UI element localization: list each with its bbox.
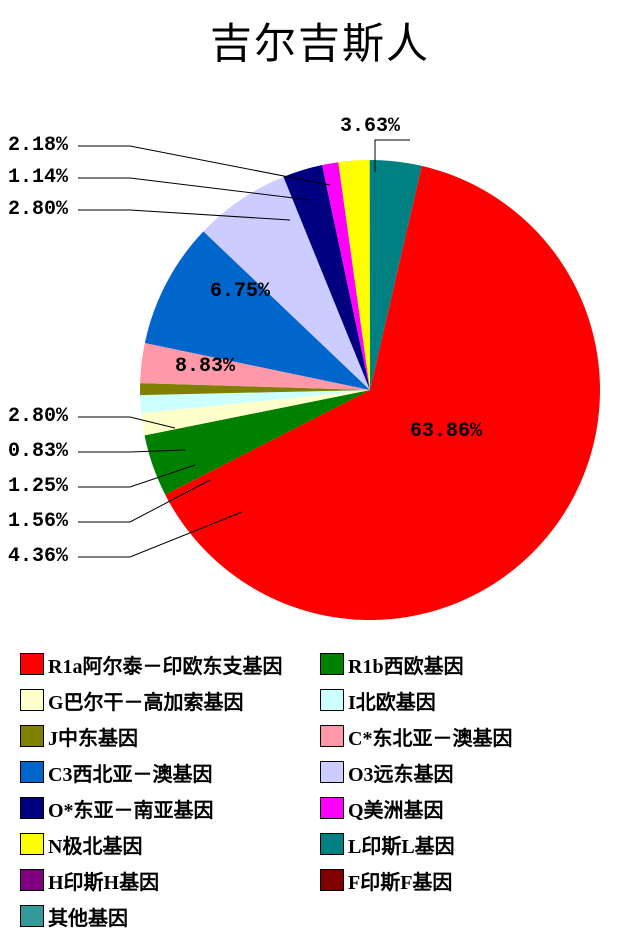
legend-label: R1b西欧基因 (348, 650, 464, 679)
legend-item: O3远东基因 (320, 758, 620, 787)
legend-item: H印斯H基因 (20, 866, 320, 895)
legend-item: O*东亚－南亚基因 (20, 794, 320, 823)
legend-item: R1a阿尔泰－印欧东支基因 (20, 650, 320, 679)
legend-label: O3远东基因 (348, 758, 454, 787)
legend-item: J中东基因 (20, 722, 320, 751)
slice-label: 2.18% (8, 134, 68, 157)
legend-label: H印斯H基因 (48, 866, 159, 895)
legend-swatch (20, 653, 44, 675)
slice-label: 8.83% (175, 355, 235, 378)
legend-swatch (320, 761, 344, 783)
legend-swatch (320, 797, 344, 819)
legend-label: J中东基因 (48, 722, 138, 751)
legend-swatch (20, 725, 44, 747)
legend-row: J中东基因 C*东北亚－澳基因 (20, 722, 620, 750)
legend-label: I北欧基因 (348, 686, 436, 715)
legend-label: O*东亚－南亚基因 (48, 794, 214, 823)
legend-item: 其他基因 (20, 902, 320, 931)
slice-label: 1.56% (8, 510, 68, 533)
legend-item: G巴尔干－高加索基因 (20, 686, 320, 715)
legend-row: O*东亚－南亚基因 Q美洲基因 (20, 794, 620, 822)
legend-swatch (320, 653, 344, 675)
slice-label: 6.75% (210, 280, 270, 303)
legend-swatch (20, 689, 44, 711)
legend-row: H印斯H基因 F印斯F基因 (20, 866, 620, 894)
legend-item: I北欧基因 (320, 686, 620, 715)
legend-row: N极北基因 L印斯L基因 (20, 830, 620, 858)
slice-label: 63.86% (410, 420, 482, 443)
slice-label: 3.63% (340, 115, 400, 138)
legend-row: 其他基因 (20, 902, 620, 930)
legend-label: Q美洲基因 (348, 794, 444, 823)
pie-chart: 63.86% 4.36% 1.56% 1.25% 0.83% 2.80% 8.83% 6.75… (0, 60, 640, 640)
legend-swatch (320, 689, 344, 711)
legend-label: G巴尔干－高加索基因 (48, 686, 244, 715)
legend-row: G巴尔干－高加索基因 I北欧基因 (20, 686, 620, 714)
slice-label: 2.80% (8, 405, 68, 428)
legend-swatch (20, 761, 44, 783)
legend-item: C*东北亚－澳基因 (320, 722, 620, 751)
legend-item: N极北基因 (20, 830, 320, 859)
slice-label: 4.36% (8, 545, 68, 568)
chart-container: 吉尔吉斯人 63.86%4.36%1.56%1.25%0.83%2.80%8.8… (0, 0, 640, 921)
legend-row: C3西北亚－澳基因 O3远东基因 (20, 758, 620, 786)
legend-swatch (20, 833, 44, 855)
legend-label: C3西北亚－澳基因 (48, 758, 212, 787)
legend-label: L印斯L基因 (348, 830, 455, 859)
legend-swatch (20, 869, 44, 891)
legend-row: R1a阿尔泰－印欧东支基因 R1b西欧基因 (20, 650, 620, 678)
legend-label: N极北基因 (48, 830, 142, 859)
legend-swatch (20, 797, 44, 819)
legend-item: C3西北亚－澳基因 (20, 758, 320, 787)
slice-label: 1.25% (8, 475, 68, 498)
legend-swatch (320, 833, 344, 855)
legend-swatch (320, 869, 344, 891)
slice-label: 2.80% (8, 198, 68, 221)
legend: R1a阿尔泰－印欧东支基因 R1b西欧基因 G巴尔干－高加索基因 I北欧基因 J中东基因… (20, 650, 620, 938)
legend-item: Q美洲基因 (320, 794, 620, 823)
legend-item: L印斯L基因 (320, 830, 620, 859)
legend-item: F印斯F基因 (320, 866, 620, 895)
legend-item: R1b西欧基因 (320, 650, 620, 679)
legend-swatch (20, 905, 44, 927)
legend-swatch (320, 725, 344, 747)
slice-label: 1.14% (8, 166, 68, 189)
slice-label: 0.83% (8, 440, 68, 463)
legend-label: 其他基因 (48, 902, 128, 931)
legend-label: R1a阿尔泰－印欧东支基因 (48, 650, 282, 679)
legend-label: C*东北亚－澳基因 (348, 722, 512, 751)
pie-svg (0, 60, 640, 640)
legend-label: F印斯F基因 (348, 866, 452, 895)
